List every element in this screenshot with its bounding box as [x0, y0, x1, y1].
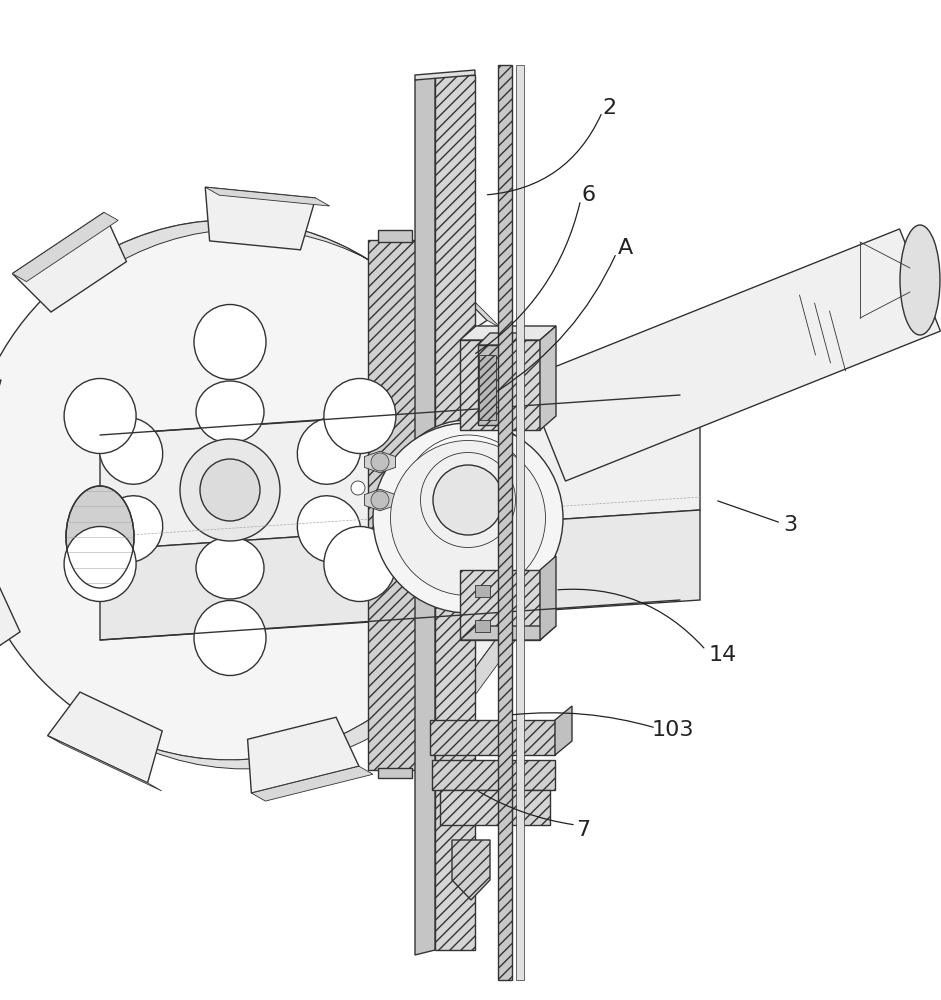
Polygon shape [516, 65, 524, 980]
Ellipse shape [196, 381, 264, 443]
Polygon shape [0, 550, 20, 662]
Polygon shape [205, 187, 329, 206]
Ellipse shape [297, 496, 360, 562]
Polygon shape [378, 768, 412, 778]
Polygon shape [475, 620, 490, 632]
Polygon shape [475, 585, 490, 597]
Ellipse shape [0, 220, 495, 760]
Polygon shape [377, 242, 487, 350]
Polygon shape [364, 489, 395, 511]
Ellipse shape [403, 435, 533, 565]
Polygon shape [205, 187, 315, 250]
Polygon shape [12, 212, 126, 312]
Ellipse shape [373, 423, 563, 613]
Ellipse shape [421, 452, 516, 548]
Polygon shape [460, 626, 556, 640]
Ellipse shape [388, 420, 548, 580]
Ellipse shape [324, 378, 396, 454]
Polygon shape [430, 720, 555, 755]
Circle shape [371, 453, 389, 471]
Polygon shape [530, 414, 552, 530]
Text: 6: 6 [581, 185, 596, 205]
Polygon shape [415, 70, 475, 80]
Polygon shape [100, 510, 700, 640]
Circle shape [351, 481, 365, 495]
Circle shape [371, 491, 389, 509]
Polygon shape [440, 790, 550, 825]
Polygon shape [524, 229, 940, 481]
Text: 2: 2 [602, 98, 617, 118]
Polygon shape [247, 717, 359, 793]
Polygon shape [498, 65, 512, 980]
Ellipse shape [433, 465, 503, 535]
Text: A: A [618, 238, 633, 258]
Polygon shape [409, 242, 502, 328]
Ellipse shape [66, 486, 134, 588]
Polygon shape [59, 220, 511, 769]
Text: 7: 7 [576, 820, 591, 840]
Text: 3: 3 [783, 515, 798, 535]
Ellipse shape [64, 526, 136, 601]
Polygon shape [478, 333, 522, 345]
Polygon shape [460, 340, 540, 430]
Polygon shape [12, 212, 119, 282]
Ellipse shape [180, 439, 280, 541]
Polygon shape [477, 414, 538, 522]
Polygon shape [479, 355, 496, 420]
Polygon shape [503, 65, 509, 980]
Polygon shape [540, 556, 556, 640]
Ellipse shape [194, 304, 266, 379]
Text: 14: 14 [709, 645, 737, 665]
Polygon shape [432, 760, 555, 790]
Ellipse shape [900, 225, 940, 335]
Ellipse shape [99, 418, 163, 484]
Polygon shape [48, 692, 162, 783]
Polygon shape [378, 230, 412, 242]
Polygon shape [100, 395, 700, 550]
Polygon shape [364, 451, 395, 473]
Polygon shape [407, 597, 510, 709]
Polygon shape [251, 766, 373, 801]
Polygon shape [415, 75, 435, 955]
Polygon shape [435, 75, 475, 950]
Polygon shape [540, 326, 556, 430]
Ellipse shape [324, 526, 396, 601]
Polygon shape [555, 706, 572, 755]
Ellipse shape [196, 537, 264, 599]
Ellipse shape [64, 378, 136, 454]
Polygon shape [368, 240, 420, 770]
Polygon shape [48, 736, 162, 791]
Ellipse shape [297, 418, 360, 484]
Polygon shape [460, 570, 540, 640]
Text: 103: 103 [651, 720, 694, 740]
Polygon shape [445, 620, 524, 717]
Polygon shape [452, 840, 490, 900]
Polygon shape [460, 326, 556, 340]
Ellipse shape [99, 496, 163, 562]
Ellipse shape [194, 600, 266, 676]
Polygon shape [478, 345, 510, 425]
Ellipse shape [200, 459, 260, 521]
Ellipse shape [391, 440, 546, 595]
